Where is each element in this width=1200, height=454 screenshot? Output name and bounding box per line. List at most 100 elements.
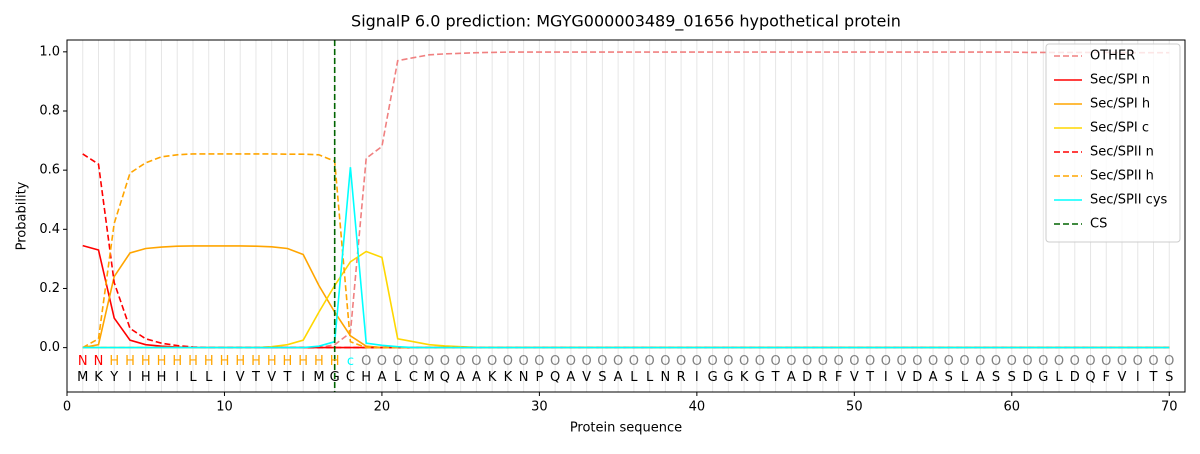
- residue-label: O: [566, 354, 576, 369]
- residue-label: O: [786, 354, 796, 369]
- residue-label: H: [157, 354, 167, 369]
- sequence-letter: M: [424, 370, 435, 385]
- sequence-letter: G: [708, 370, 718, 385]
- residue-label: O: [361, 354, 371, 369]
- y-tick-label: 0.4: [39, 222, 60, 237]
- residue-label: H: [141, 354, 151, 369]
- residue-label: O: [692, 354, 702, 369]
- sequence-letter: A: [566, 370, 575, 385]
- x-tick-label: 30: [531, 400, 548, 415]
- legend-label: Sec/SPI n: [1090, 73, 1150, 88]
- residue-label: O: [1117, 354, 1127, 369]
- residue-label: O: [991, 354, 1001, 369]
- residue-label: O: [1038, 354, 1048, 369]
- residue-label: O: [660, 354, 670, 369]
- sequence-letter: M: [313, 370, 324, 385]
- sequence-letter: S: [1008, 370, 1016, 385]
- x-tick-label: 0: [63, 400, 71, 415]
- sequence-letter: F: [1103, 370, 1110, 385]
- legend-label: Sec/SPI c: [1090, 121, 1149, 136]
- series-line: [82, 51, 1170, 349]
- residue-label: O: [755, 354, 765, 369]
- residue-label: O: [676, 354, 686, 369]
- residue-label: H: [220, 354, 230, 369]
- y-tick-label: 1.0: [39, 44, 60, 59]
- sequence-letter: I: [301, 370, 305, 385]
- y-tick-label: 0.0: [39, 340, 60, 355]
- sequence-letter: I: [223, 370, 227, 385]
- residue-label: O: [1022, 354, 1032, 369]
- series-line: [82, 244, 1170, 349]
- residue-label: O: [408, 354, 418, 369]
- residue-label: O: [1070, 354, 1080, 369]
- sequence-letter: H: [157, 370, 167, 385]
- residue-label: O: [865, 354, 875, 369]
- sequence-letter: T: [282, 370, 291, 385]
- sequence-letter: H: [361, 370, 371, 385]
- sequence-letter: V: [850, 370, 859, 385]
- sequence-letter: K: [504, 370, 513, 385]
- residue-label: O: [723, 354, 733, 369]
- sequence-letter: V: [236, 370, 245, 385]
- residue-label: O: [975, 354, 985, 369]
- residue-label: N: [94, 354, 104, 369]
- sequence-letter: C: [409, 370, 418, 385]
- x-tick-label: 40: [689, 400, 706, 415]
- sequence-letter: G: [755, 370, 765, 385]
- residue-label: O: [534, 354, 544, 369]
- residue-label: O: [912, 354, 922, 369]
- sequence-letter: L: [630, 370, 638, 385]
- residue-label: O: [471, 354, 481, 369]
- sequence-letter: V: [582, 370, 591, 385]
- sequence-letter: V: [267, 370, 276, 385]
- sequence-letter: I: [175, 370, 179, 385]
- sequence-letter: R: [818, 370, 827, 385]
- residue-label: O: [770, 354, 780, 369]
- series-line: [82, 167, 1170, 349]
- sequence-letter: L: [1055, 370, 1063, 385]
- sequence-letter: D: [912, 370, 922, 385]
- series-line: [82, 153, 1170, 349]
- residue-label: O: [645, 354, 655, 369]
- sequence-letter: G: [330, 370, 340, 385]
- residue-label: H: [204, 354, 214, 369]
- x-tick-label: 60: [1004, 400, 1021, 415]
- residue-label: H: [298, 354, 308, 369]
- x-tick-label: 50: [846, 400, 863, 415]
- residue-label: O: [597, 354, 607, 369]
- sequence-letter: G: [1038, 370, 1048, 385]
- residue-label: O: [503, 354, 513, 369]
- x-tick-label: 10: [216, 400, 233, 415]
- residue-label: O: [1007, 354, 1017, 369]
- sequence-letter: H: [141, 370, 151, 385]
- legend-label: Sec/SPII h: [1090, 169, 1154, 184]
- sequence-letter: T: [771, 370, 780, 385]
- sequence-letter: Y: [109, 370, 118, 385]
- sequence-letter: A: [787, 370, 796, 385]
- series-line: [82, 245, 1170, 349]
- sequence-letter: A: [976, 370, 985, 385]
- sequence-letter: D: [1023, 370, 1033, 385]
- residue-label: O: [881, 354, 891, 369]
- residue-label: O: [739, 354, 749, 369]
- series-line: [82, 250, 1170, 349]
- residue-label: O: [582, 354, 592, 369]
- y-tick-label: 0.8: [39, 103, 60, 118]
- residue-label: O: [1164, 354, 1174, 369]
- sequence-letter: V: [897, 370, 906, 385]
- residue-label: H: [330, 354, 340, 369]
- residue-label: H: [125, 354, 135, 369]
- sequence-letter: Q: [440, 370, 450, 385]
- residue-label: O: [393, 354, 403, 369]
- residue-label: H: [188, 354, 198, 369]
- legend-label: OTHER: [1090, 49, 1135, 64]
- sequence-letter: V: [1118, 370, 1127, 385]
- residue-label: O: [629, 354, 639, 369]
- residue-label: O: [550, 354, 560, 369]
- sequence-letter: A: [929, 370, 938, 385]
- sequence-letter: S: [1165, 370, 1173, 385]
- sequence-letter: N: [519, 370, 529, 385]
- sequence-letter: S: [945, 370, 953, 385]
- x-axis-label: Protein sequence: [570, 421, 682, 436]
